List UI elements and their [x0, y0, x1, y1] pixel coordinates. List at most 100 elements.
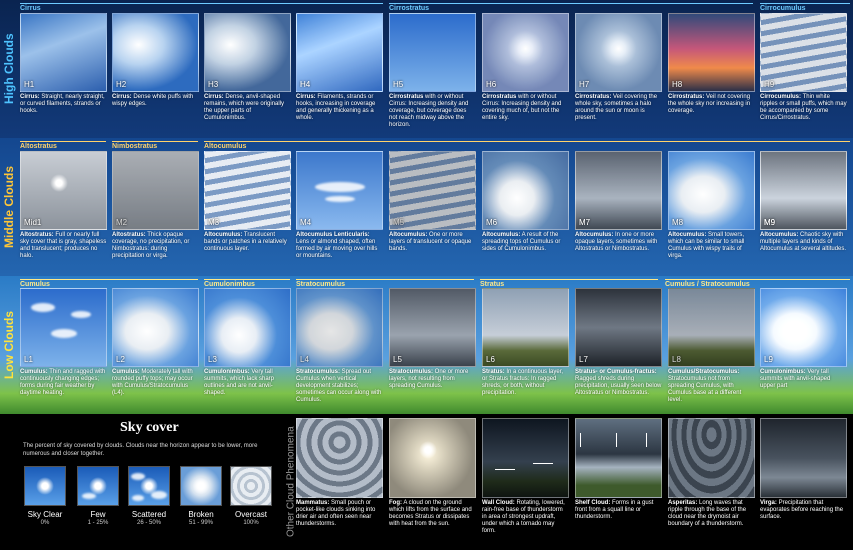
cloud-card-m7[interactable]: M7 Altocumulus: In one or more opaque la… [575, 151, 662, 253]
genus-cumulus: Cumulus [20, 279, 198, 288]
cloud-card-h5[interactable]: H5 Cirrostratus with or without Cirrus: … [389, 13, 476, 129]
cloud-code: H3 [208, 80, 219, 89]
genus-cirrocumulus: Cirrocumulus [760, 3, 850, 12]
cloud-type: Mammatus: [296, 500, 330, 506]
cloud-text: Straight, nearly straight, or curved fil… [20, 94, 105, 114]
cloud-card-m1[interactable]: Mid1 Altostratus: Full or nearly full sk… [20, 151, 107, 260]
cloud-description: Altocumulus: In one or more opaque layer… [575, 232, 662, 253]
cloud-description: Asperitas: Long waves that ripple throug… [668, 500, 755, 528]
phenomenon-card-fog[interactable]: Fog: A cloud on the ground which lifts f… [389, 418, 476, 528]
cloud-text: A cloud on the ground which lifts from t… [389, 500, 472, 527]
cloud-type: Altocumulus Lenticularis: [296, 232, 370, 238]
cloud-photo [668, 418, 755, 498]
cloud-description: Mammatus: Small pouch or pocket-like clo… [296, 500, 383, 528]
cloud-code: L8 [672, 355, 681, 364]
cloud-card-l8[interactable]: L8 Cumulus/Stratocumulus: Stratocumulus … [668, 288, 755, 404]
cloud-description: Altocumulus: One or more layers of trans… [389, 232, 476, 253]
cloud-code: H4 [300, 80, 311, 89]
sun-icon [192, 477, 210, 495]
phenomenon-card-shelf-cloud[interactable]: Shelf Cloud: Forms in a gust front from … [575, 418, 662, 521]
phenomenon-card-virga[interactable]: Virga: Precipitation that evaporates bef… [760, 418, 847, 521]
cloud-type: Cirrostratus [482, 94, 517, 100]
sun-icon [50, 173, 69, 192]
cloud-photo: M5 [389, 151, 476, 230]
cloud-text: Lens or almond shaped, often formed by a… [296, 239, 378, 259]
cloud-card-l7[interactable]: L7 Stratus- or Cumulus-fractus: Ragged s… [575, 288, 662, 397]
cloud-card-l6[interactable]: L6 Stratus: In a continuous layer, or St… [482, 288, 569, 397]
genus-cirrus: Cirrus [20, 3, 383, 12]
sky-cover-name: Scattered [131, 510, 167, 519]
cloud-text: with or without Cirrus: Increasing densi… [389, 94, 469, 128]
cloud-photo: L9 [760, 288, 847, 367]
cloud-code: H6 [486, 80, 497, 89]
cloud-card-l9[interactable]: L9 Cumulonimbus: Very tall summits with … [760, 288, 847, 390]
cloud-type: Stratus- or Cumulus-fractus: [575, 369, 657, 375]
cumulus-cloud-shape [51, 329, 77, 338]
cloud-description: Cumulus: Thin and ragged with continuous… [20, 369, 107, 397]
cloud-type: Stratocumulus: [296, 369, 341, 375]
cloud-text: In a continuous layer, or Stratus fractu… [482, 369, 564, 396]
phenomenon-card-wall-cloud[interactable]: Wall Cloud: Rotating, lowered, rain-free… [482, 418, 569, 535]
cloud-type: Fog: [389, 500, 402, 506]
cloud-card-h8[interactable]: H8 Cirrostratus: Veil not covering the w… [668, 13, 755, 115]
cloud-description: Fog: A cloud on the ground which lifts f… [389, 500, 476, 528]
cloud-shape [131, 473, 145, 480]
cloud-card-h2[interactable]: H2 Cirrus: Dense white puffs with wispy … [112, 13, 199, 108]
sky-cover-scattered: Scattered 26 - 50% [128, 466, 170, 526]
cloud-description: Wall Cloud: Rotating, lowered, rain-free… [482, 500, 569, 535]
cloud-text: Veil covering the whole sky, sometimes a… [575, 94, 658, 121]
cloud-code: H2 [116, 80, 127, 89]
cloud-code: M4 [300, 218, 312, 227]
cloud-code: H5 [393, 80, 404, 89]
cloud-shape [151, 491, 167, 499]
cloud-text: Dense, anvil-shaped remains, which were … [204, 94, 285, 121]
cloud-card-l1[interactable]: L1 Cumulus: Thin and ragged with continu… [20, 288, 107, 397]
cloud-code: M5 [393, 218, 405, 227]
cloud-card-h3[interactable]: H3 Cirrus: Dense, anvil-shaped remains, … [204, 13, 291, 122]
phenomenon-card-asperitas[interactable]: Asperitas: Long waves that ripple throug… [668, 418, 755, 528]
genus-altostratus: Altostratus [20, 141, 106, 150]
cloud-photo [389, 418, 476, 498]
arrow-down-icon [616, 433, 617, 447]
cloud-photo: H7 [575, 13, 662, 92]
genus-cumulus-stratocumulus: Cumulus / Stratocumulus [665, 279, 850, 288]
cloud-text: One or more layers, not resulting from s… [389, 369, 469, 389]
cloud-card-l5[interactable]: L5 Stratocumulus: One or more layers, no… [389, 288, 476, 390]
cloud-card-l2[interactable]: L2 Cumulus: Moderately tall with rounded… [112, 288, 199, 397]
cloud-description: Cirrus: Dense white puffs with wispy edg… [112, 94, 199, 108]
cloud-card-h4[interactable]: H4 Cirrus: Filaments, strands or hooks, … [296, 13, 383, 122]
cloud-photo: L3 [204, 288, 291, 367]
cloud-card-m5[interactable]: M5 Altocumulus: One or more layers of tr… [389, 151, 476, 253]
phenomenon-card-mammatus[interactable]: Mammatus: Small pouch or pocket-like clo… [296, 418, 383, 528]
cloud-card-m2[interactable]: M2 Altostratus: Thick opaque coverage, n… [112, 151, 199, 260]
arrow-right-icon [495, 469, 515, 470]
cloud-card-l4[interactable]: L4 Stratocumulus: Spread out Cumulus whe… [296, 288, 383, 404]
cloud-type: Cumulus: [112, 369, 140, 375]
cloud-photo: L2 [112, 288, 199, 367]
cloud-text: A result of the spreading tops of Cumulu… [482, 232, 561, 252]
cloud-code: L5 [393, 355, 402, 364]
cloud-card-h6[interactable]: H6 Cirrostratus with or without Cirrus: … [482, 13, 569, 122]
cloud-card-m4[interactable]: M4 Altocumulus Lenticularis: Lens or alm… [296, 151, 383, 260]
cloud-photo: H9 [760, 13, 847, 92]
sky-cover-swatch [180, 466, 222, 506]
cloud-card-h7[interactable]: H7 Cirrostratus: Veil covering the whole… [575, 13, 662, 122]
cloud-card-m9[interactable]: M9 Altocumulus: Chaotic sky with multipl… [760, 151, 847, 253]
cloud-type: Altocumulus: [575, 232, 614, 238]
cloud-card-m6[interactable]: M6 Altocumulus: A result of the spreadin… [482, 151, 569, 253]
sky-cover-title: Sky cover [120, 420, 179, 435]
cloud-type: Cirrus: [112, 94, 132, 100]
sky-cover-swatch [24, 466, 66, 506]
cloud-description: Cumulus: Moderately tall with rounded pu… [112, 369, 199, 397]
cloud-description: Cirrostratus: Veil covering the whole sk… [575, 94, 662, 122]
cloud-description: Stratocumulus: One or more layers, not r… [389, 369, 476, 390]
cloud-card-m3[interactable]: M3 Altocumulus: Translucent bands or pat… [204, 151, 291, 253]
cloud-card-m8[interactable]: M8 Altocumulus: Small towers, which can … [668, 151, 755, 260]
cloud-photo: M3 [204, 151, 291, 230]
cloud-card-l3[interactable]: L3 Cumulonimbus: Very tall summits, whic… [204, 288, 291, 397]
cloud-photo [575, 418, 662, 498]
cloud-description: Cirrostratus with or without Cirrus: Inc… [389, 94, 476, 129]
cloud-photo: H8 [668, 13, 755, 92]
cloud-card-h9[interactable]: H9 Cirrocumulus: Thin white ripples or s… [760, 13, 847, 122]
cloud-card-h1[interactable]: H1 Cirrus: Straight, nearly straight, or… [20, 13, 107, 115]
